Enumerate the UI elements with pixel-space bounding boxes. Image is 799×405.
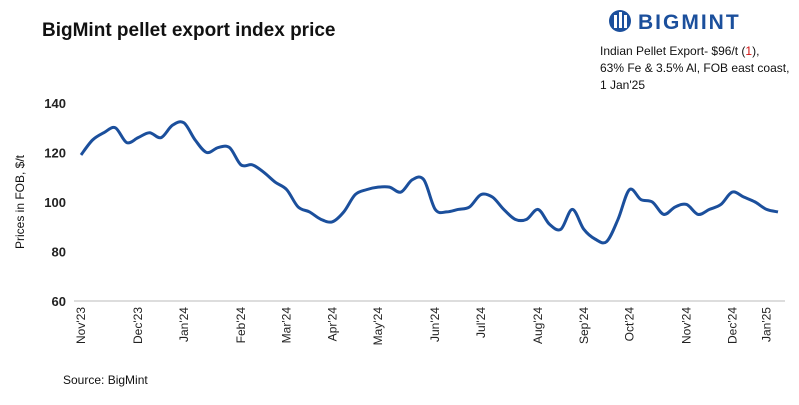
y-tick-label: 120	[44, 146, 66, 161]
annotation-text: Indian Pellet Export- $96/t (	[600, 44, 745, 58]
y-tick-label: 80	[52, 245, 66, 260]
x-tick-label: Nov'24	[680, 307, 694, 344]
y-axis-label: Prices in FOB, $/t	[13, 154, 27, 249]
annotation-ref: 1	[745, 44, 752, 58]
x-tick-label: Mar'24	[280, 307, 294, 344]
x-tick-label: Jun'24	[428, 307, 442, 342]
annotation-text: 1 Jan'25	[600, 78, 645, 92]
x-tick-label: Dec'24	[725, 307, 739, 344]
y-tick-label: 100	[44, 195, 66, 210]
source: Source: BigMint	[63, 373, 148, 387]
x-tick-label: Feb'24	[234, 307, 248, 344]
x-tick-label: Aug'24	[531, 307, 545, 344]
x-tick-label: Apr'24	[325, 307, 339, 342]
annotation-text: 63% Fe & 3.5% Al, FOB east coast,	[600, 61, 789, 75]
line	[79, 120, 779, 245]
brand: BIGMINT	[638, 11, 741, 34]
x-tick-label: Oct'24	[622, 307, 636, 342]
chart-title: BigMint pellet export index price	[42, 20, 336, 41]
x-tick-label: Dec'23	[131, 307, 145, 344]
x-tick-label: Jan'25	[760, 307, 774, 342]
x-tick-label: Sep'24	[577, 307, 591, 344]
annotation: Indian Pellet Export- $96/t (1),	[600, 44, 759, 58]
logo: BIGMINT	[609, 10, 741, 34]
annotation-text: ),	[752, 44, 759, 58]
y-tick-label: 60	[52, 294, 66, 309]
x-tick-label: Jul'24	[474, 307, 488, 338]
x-tick-label: Jan'24	[177, 307, 191, 342]
x-tick-label: Nov'23	[74, 307, 88, 344]
x-tick-label: May'24	[371, 307, 385, 346]
y-tick-label: 140	[44, 96, 66, 111]
